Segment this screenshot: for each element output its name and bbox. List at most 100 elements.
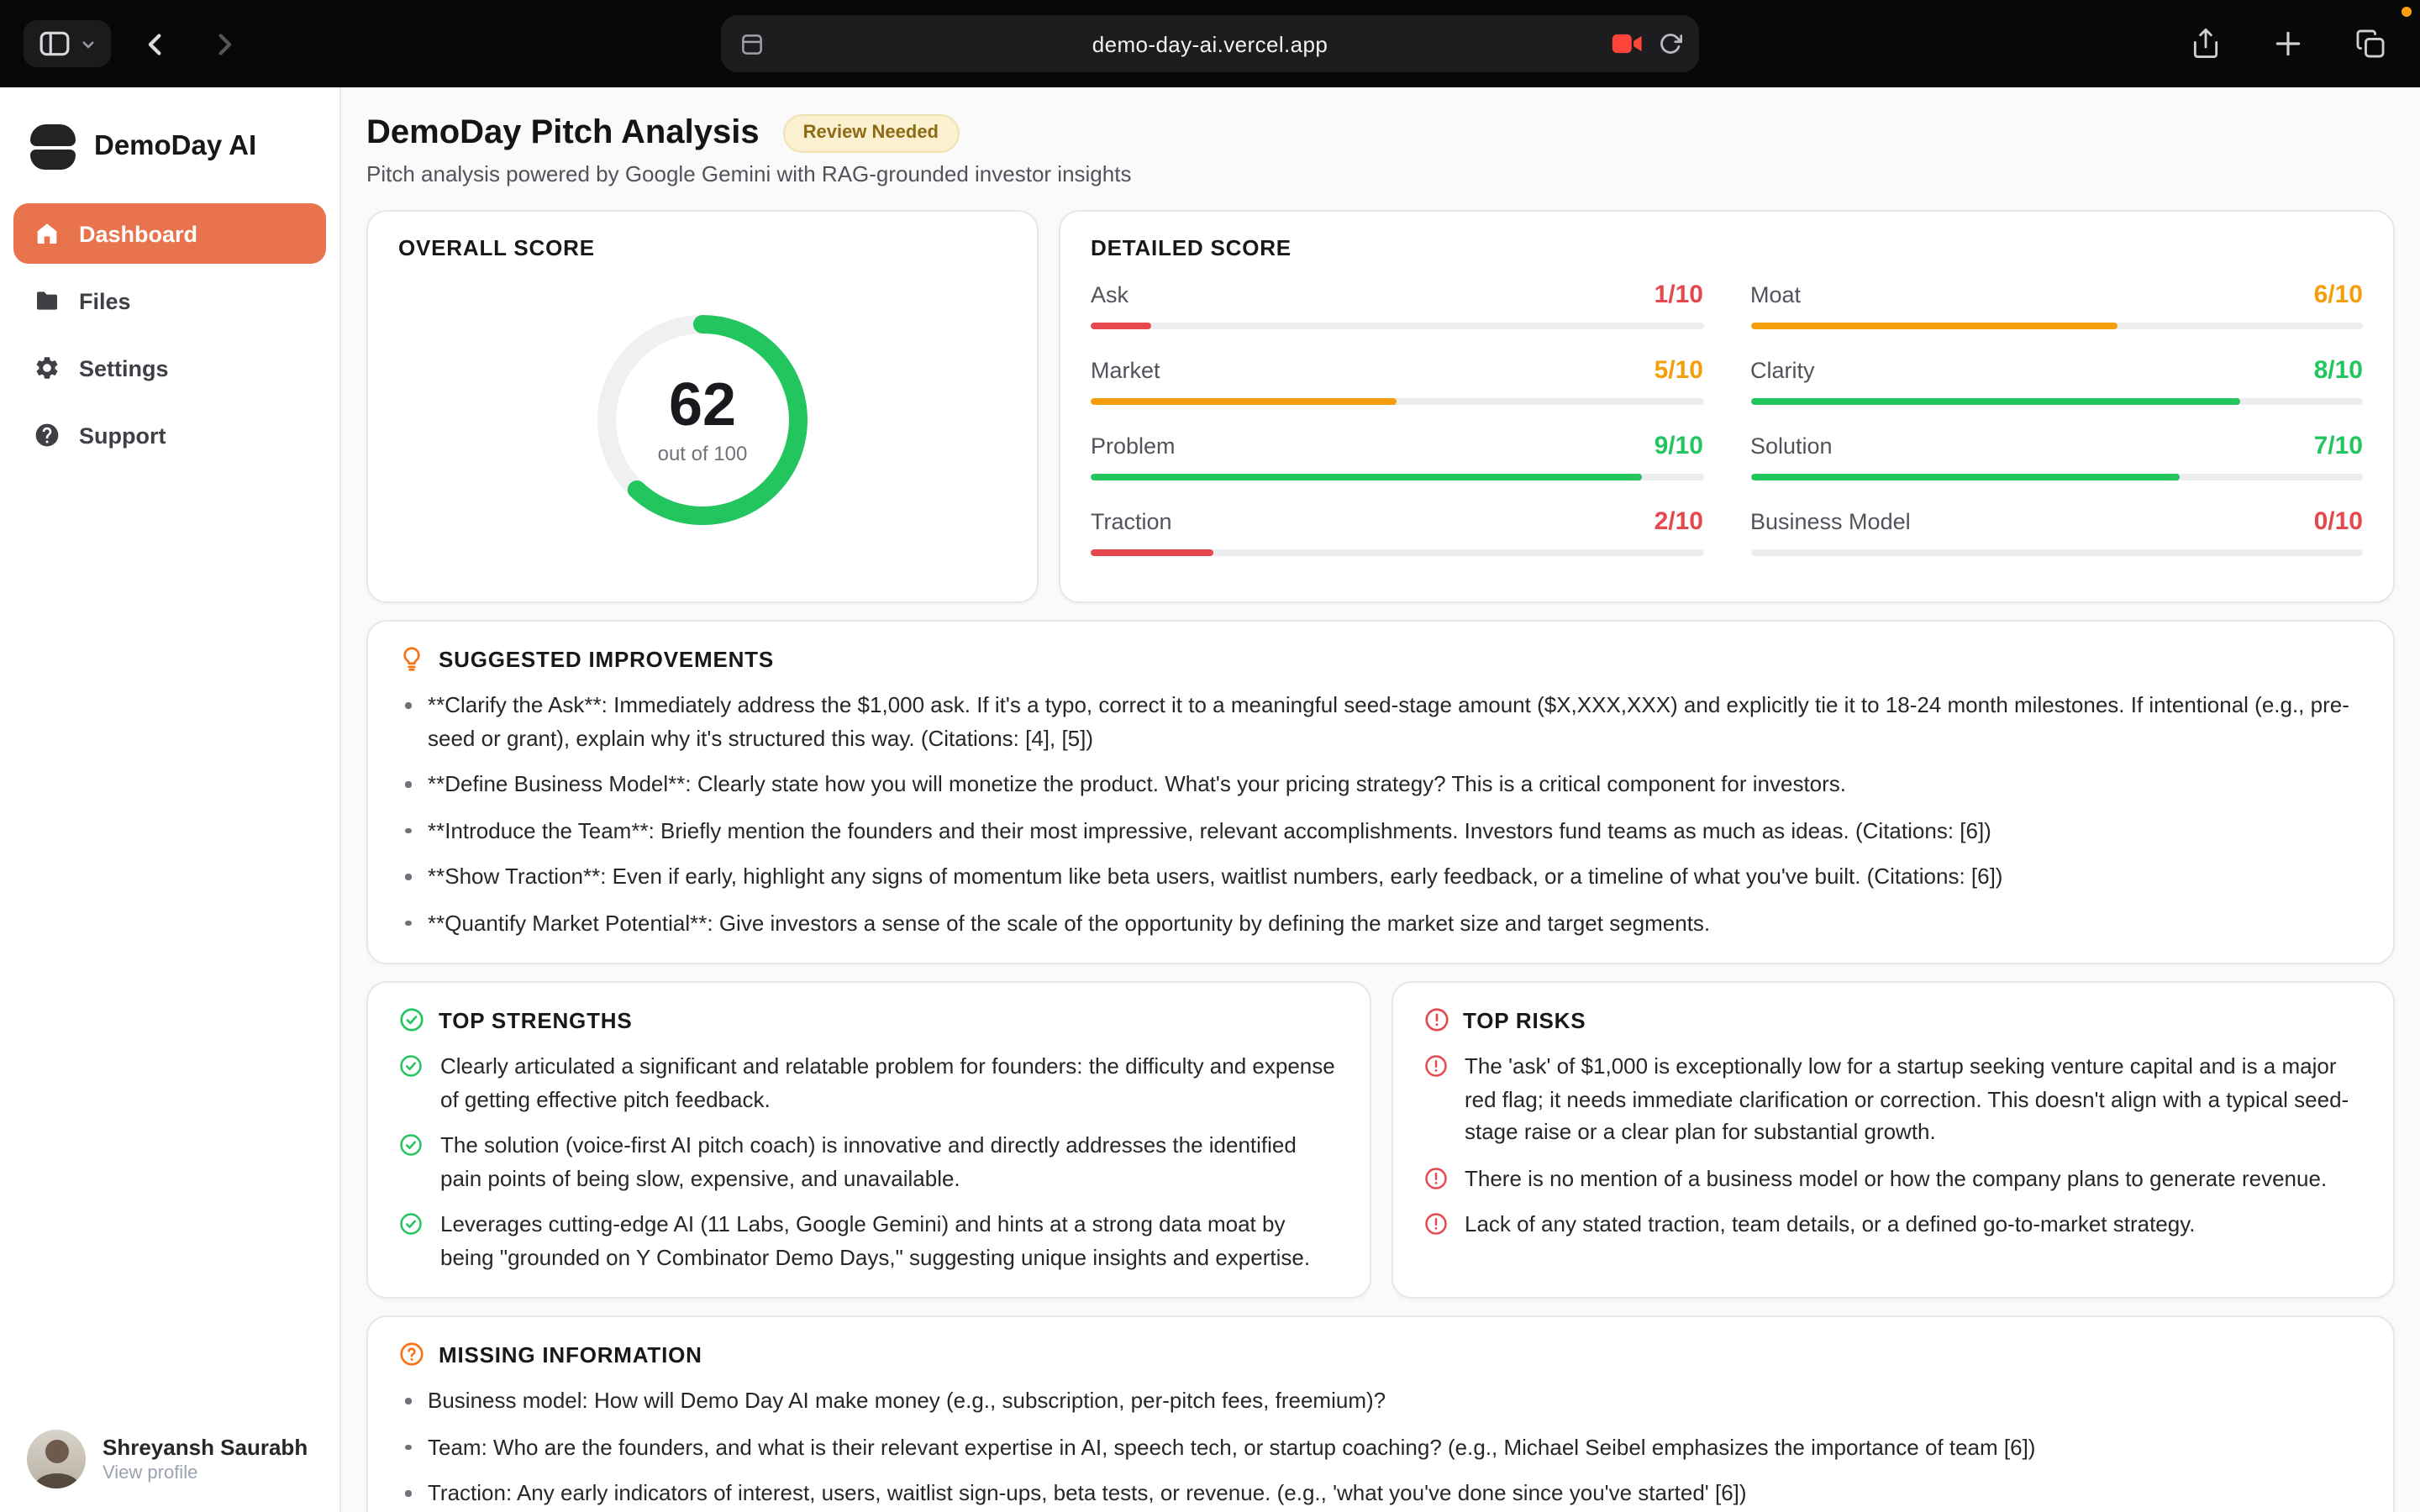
folder-icon <box>37 291 57 310</box>
strength-item: Clearly articulated a significant and re… <box>398 1050 1339 1116</box>
score-bar-track <box>1750 398 2363 406</box>
top-strengths-title: TOP STRENGTHS <box>439 1007 633 1033</box>
check-circle-icon <box>400 1213 422 1236</box>
score-value: 0/10 <box>2313 507 2363 537</box>
improvement-item: **Show Traction**: Even if early, highli… <box>398 860 2363 893</box>
question-circle-icon <box>400 1342 424 1366</box>
dashboard-icon <box>37 223 57 244</box>
forward-button[interactable] <box>200 19 249 68</box>
overall-score-title: OVERALL SCORE <box>398 235 595 261</box>
detailed-score-card: DETAILED SCORE Ask 1/10 Moat 6/10 Market 5/… <box>1059 210 2395 604</box>
strength-item: Leverages cutting-edge AI (11 Labs, Goog… <box>398 1208 1339 1273</box>
alert-circle-icon <box>1424 1167 1446 1189</box>
overall-score-ring: 62 out of 100 <box>585 302 820 537</box>
sidebar-toggle-button[interactable] <box>24 20 111 67</box>
sidebar-item-label: Settings <box>79 355 169 381</box>
score-item-moat: Moat 6/10 <box>1750 281 2363 330</box>
check-circle-icon <box>400 1134 422 1157</box>
score-bar-track <box>1091 398 1703 406</box>
page-title: DemoDay Pitch Analysis <box>366 114 760 152</box>
bullet-dot <box>405 781 411 788</box>
sidebar: DemoDay AI Dashboard Files Settings Sup <box>0 87 341 1512</box>
score-value: 7/10 <box>2313 432 2363 461</box>
chevron-down-icon <box>82 40 94 48</box>
top-strengths-card: TOP STRENGTHS Clearly articulated a sign… <box>366 981 1370 1299</box>
browser-toolbar: demo-day-ai.vercel.app <box>0 0 2420 87</box>
page-format-icon <box>742 34 762 54</box>
improvement-item: **Define Business Model**: Clearly state… <box>398 768 2363 801</box>
profile[interactable]: Shreyansh Saurabh View profile <box>27 1430 308 1488</box>
tabs-icon <box>2356 29 2385 58</box>
lightbulb-icon <box>403 647 420 672</box>
screen-recording-icon <box>1612 34 1642 54</box>
sidebar-item-support[interactable]: Support <box>13 405 326 465</box>
improvement-item: **Clarify the Ask**: Immediately address… <box>398 689 2363 754</box>
missing-information-card: MISSING INFORMATION Business model: How … <box>366 1315 2395 1512</box>
score-bar-track <box>1091 323 1703 330</box>
top-risks-title: TOP RISKS <box>1463 1007 1586 1033</box>
score-item-traction: Traction 2/10 <box>1091 507 1703 557</box>
score-bar-track <box>1091 474 1703 481</box>
avatar <box>27 1430 86 1488</box>
new-tab-button[interactable] <box>2265 21 2311 66</box>
missing-information-title: MISSING INFORMATION <box>439 1341 702 1368</box>
score-bar-track <box>1750 323 2363 330</box>
chevron-left-icon <box>148 33 161 55</box>
suggested-improvements-card: SUGGESTED IMPROVEMENTS **Clarify the Ask… <box>366 620 2395 965</box>
alert-circle-icon <box>1424 1008 1448 1032</box>
reload-icon[interactable] <box>1659 32 1682 55</box>
score-bar-track <box>1750 474 2363 481</box>
bullet-dot <box>405 1490 411 1497</box>
score-value: 9/10 <box>1654 432 1703 461</box>
overall-score-value: 62 <box>668 369 737 438</box>
tab-overview-button[interactable] <box>2348 21 2393 66</box>
brand-name: DemoDay AI <box>94 131 257 161</box>
recording-indicator-dot <box>2402 7 2412 17</box>
brand: DemoDay AI <box>0 87 339 193</box>
sidebar-nav: Dashboard Files Settings Support <box>0 193 339 475</box>
strength-item: The solution (voice-first AI pitch coach… <box>398 1129 1339 1194</box>
sidebar-item-dashboard[interactable]: Dashboard <box>13 203 326 264</box>
score-bar-fill <box>1091 398 1397 406</box>
share-button[interactable] <box>2183 21 2228 66</box>
score-bar-track <box>1750 549 2363 557</box>
bullet-dot <box>405 1398 411 1404</box>
score-grid: Ask 1/10 Moat 6/10 Market 5/10 Clarity <box>1091 281 2363 557</box>
sidebar-item-label: Files <box>79 288 131 313</box>
score-bar-track <box>1091 549 1703 557</box>
check-circle-icon <box>400 1008 424 1032</box>
missing-item: Team: Who are the founders, and what is … <box>398 1431 2363 1463</box>
chevron-right-icon <box>218 33 232 55</box>
score-item-problem: Problem 9/10 <box>1091 432 1703 481</box>
score-item-clarity: Clarity 8/10 <box>1750 356 2363 406</box>
sidebar-item-files[interactable]: Files <box>13 270 326 331</box>
view-profile-link[interactable]: View profile <box>103 1463 198 1484</box>
score-bar-fill <box>1091 474 1643 481</box>
check-circle-icon <box>400 1055 422 1078</box>
address-bar[interactable]: demo-day-ai.vercel.app <box>721 15 1699 72</box>
score-label: Solution <box>1750 433 1833 459</box>
risk-item: Lack of any stated traction, team detail… <box>1423 1208 2363 1241</box>
score-label: Traction <box>1091 509 1172 535</box>
profile-name: Shreyansh Saurabh <box>103 1434 308 1460</box>
score-label: Problem <box>1091 433 1176 459</box>
page-subtitle: Pitch analysis powered by Google Gemini … <box>366 161 1132 187</box>
plus-icon <box>2275 31 2301 56</box>
score-label: Market <box>1091 358 1160 384</box>
score-item-ask: Ask 1/10 <box>1091 281 1703 330</box>
brand-logo <box>30 124 76 170</box>
risk-item: There is no mention of a business model … <box>1423 1162 2363 1194</box>
score-item-market: Market 5/10 <box>1091 356 1703 406</box>
improvement-item: **Introduce the Team**: Briefly mention … <box>398 814 2363 847</box>
sidebar-icon <box>39 31 70 56</box>
score-value: 1/10 <box>1654 281 1703 310</box>
bullet-dot <box>405 1444 411 1451</box>
risk-item: The 'ask' of $1,000 is exceptionally low… <box>1423 1050 2363 1148</box>
score-item-business-model: Business Model 0/10 <box>1750 507 2363 557</box>
top-risks-card: TOP RISKS The 'ask' of $1,000 is excepti… <box>1391 981 2395 1299</box>
sidebar-item-settings[interactable]: Settings <box>13 338 326 398</box>
score-label: Clarity <box>1750 358 1815 384</box>
score-value: 6/10 <box>2313 281 2363 310</box>
back-button[interactable] <box>131 19 180 68</box>
